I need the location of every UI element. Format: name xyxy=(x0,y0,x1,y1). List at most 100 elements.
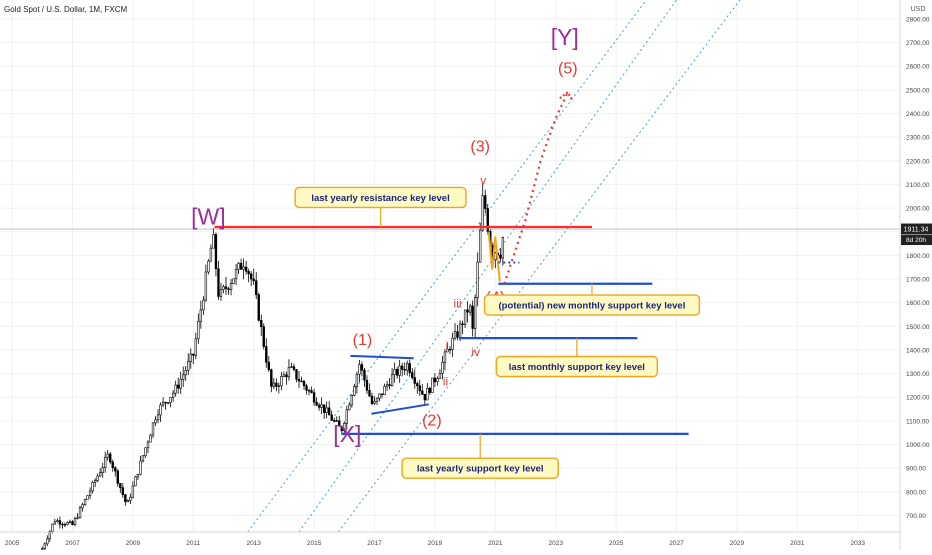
candle-body xyxy=(104,456,107,468)
y-tick-label: 2500.00 xyxy=(906,87,930,94)
candle-body xyxy=(473,297,477,329)
candle-body xyxy=(204,271,208,301)
candle-body xyxy=(106,453,109,458)
wave-label: (1) xyxy=(353,332,373,349)
candle-body xyxy=(401,365,404,370)
candle-body xyxy=(441,361,444,374)
x-tick-label: 2019 xyxy=(428,540,443,547)
candle-body xyxy=(182,374,185,380)
chart-title: Gold Spot / U.S. Dollar, 1M, FXCM xyxy=(4,5,127,14)
x-tick-label: 2005 xyxy=(5,540,20,547)
y-tick-label: 2300.00 xyxy=(906,135,930,142)
candle-body xyxy=(109,453,112,463)
candle-body xyxy=(91,482,94,492)
candle-body xyxy=(343,423,346,432)
candle-body xyxy=(247,270,250,275)
candle-body xyxy=(385,384,389,387)
candle-body xyxy=(307,390,311,392)
candle-body xyxy=(267,361,270,370)
candle-body xyxy=(136,474,140,478)
candle-body xyxy=(219,289,223,297)
candle-body xyxy=(76,517,79,519)
candle-body xyxy=(335,420,338,422)
candle-body xyxy=(436,378,439,383)
candle-body xyxy=(194,338,197,356)
candle-body xyxy=(305,385,308,391)
candle-body xyxy=(479,229,482,263)
candle-body xyxy=(411,372,414,378)
candle-body xyxy=(426,387,429,401)
trend-channel xyxy=(247,0,741,533)
key-level-callout: last monthly support key level xyxy=(495,338,659,378)
candle-body xyxy=(119,483,122,488)
candle-body xyxy=(312,392,316,403)
candle-body xyxy=(297,378,301,382)
candle-body xyxy=(232,278,235,284)
candle-body xyxy=(224,286,228,289)
candle-body xyxy=(423,393,427,401)
candle-body xyxy=(287,366,291,378)
candle-body xyxy=(328,407,331,416)
wave-label: [W] xyxy=(191,204,226,230)
callout-box xyxy=(483,294,701,316)
y-tick-label: 1500.00 xyxy=(906,324,930,331)
candle-body xyxy=(451,337,454,350)
candle-body xyxy=(156,414,160,421)
candle-body xyxy=(177,384,180,389)
x-tick-label: 2011 xyxy=(186,540,200,547)
candle-body xyxy=(141,455,145,462)
candle-body xyxy=(481,195,484,231)
candle-body xyxy=(348,404,351,411)
candle-body xyxy=(146,441,150,449)
candle-body xyxy=(406,363,409,371)
candle-body xyxy=(431,377,434,393)
price-candles xyxy=(41,182,505,551)
candle-body xyxy=(416,383,419,387)
candle-body xyxy=(315,401,318,406)
candle-body xyxy=(56,520,59,523)
candle-body xyxy=(255,280,258,295)
candle-body xyxy=(395,369,399,376)
candle-body xyxy=(292,366,296,370)
wave-label: ii xyxy=(443,374,448,388)
y-tick-label: 1200.00 xyxy=(906,395,930,402)
candle-body xyxy=(114,467,117,472)
candle-body xyxy=(189,353,192,362)
x-tick-label: 2021 xyxy=(488,540,503,547)
candle-body xyxy=(242,266,245,270)
candle-body xyxy=(418,385,421,392)
candle-body xyxy=(43,543,46,549)
callout-text: last yearly resistance key level xyxy=(311,193,449,204)
candle-body xyxy=(408,363,411,373)
candle-body xyxy=(468,305,472,313)
x-tick-label: 2025 xyxy=(609,540,624,547)
y-tick-label: 2000.00 xyxy=(906,206,930,213)
candle-body xyxy=(212,234,215,249)
candle-body xyxy=(338,420,341,427)
candle-body xyxy=(86,495,89,500)
y-tick-label: 800.00 xyxy=(906,489,926,496)
candle-body xyxy=(83,499,87,505)
candle-body xyxy=(53,521,57,525)
x-tick-label: 2023 xyxy=(548,540,563,547)
candle-body xyxy=(360,364,364,371)
y-tick-label: 1700.00 xyxy=(906,277,930,284)
candle-body xyxy=(134,476,137,487)
grid xyxy=(0,0,900,532)
wave-label: (2) xyxy=(422,413,442,430)
candle-body xyxy=(370,395,374,404)
key-level-callout: (potential) new monthly support key leve… xyxy=(483,283,701,316)
wave5-arrowhead xyxy=(559,90,574,102)
y-tick-label: 900.00 xyxy=(906,466,926,473)
candle-body xyxy=(46,538,49,545)
candle-body xyxy=(66,522,69,525)
candle-body xyxy=(244,266,248,272)
candle-body xyxy=(295,369,298,380)
candle-body xyxy=(78,507,82,518)
candle-body xyxy=(363,369,366,381)
wave-label: (3) xyxy=(470,138,490,155)
candle-body xyxy=(88,490,92,496)
wave-label: [Y] xyxy=(551,24,579,50)
